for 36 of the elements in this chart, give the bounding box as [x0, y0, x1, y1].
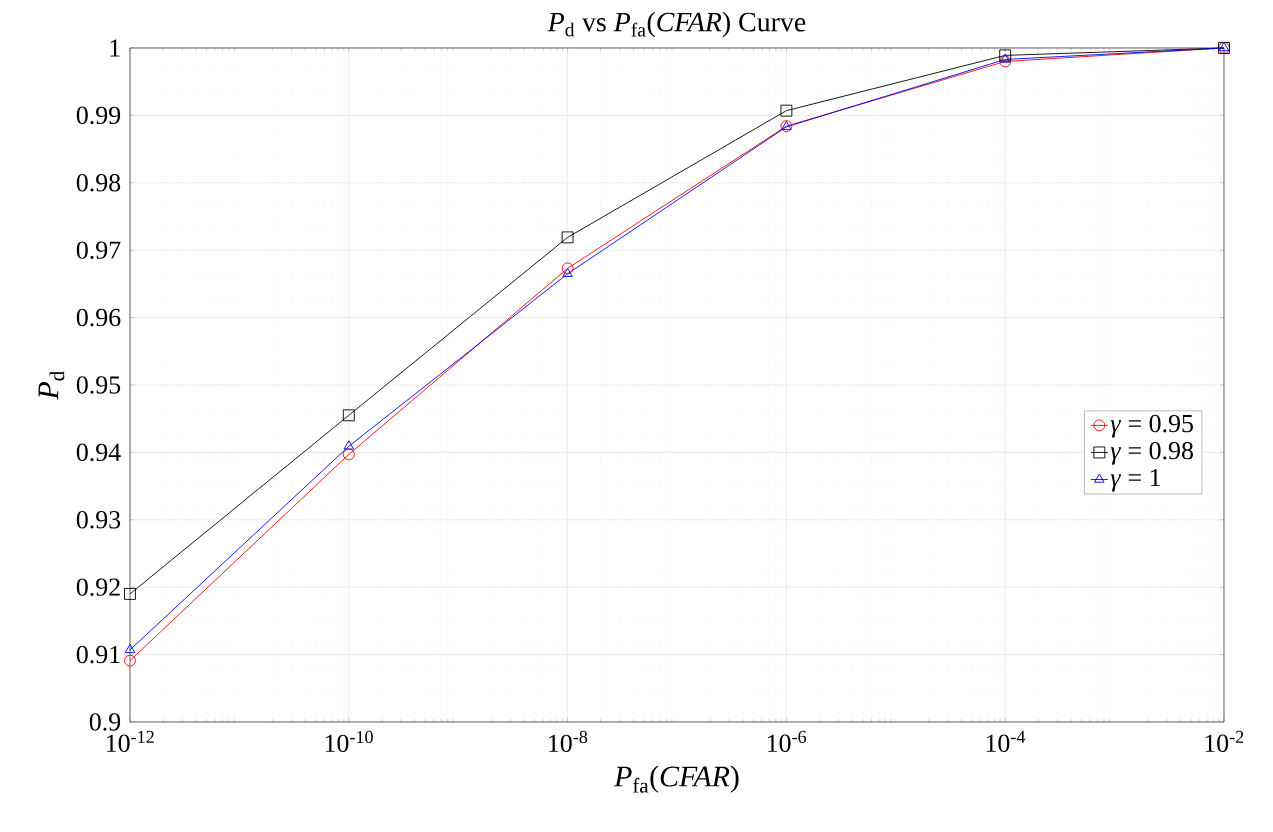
- y-tick-label: 0.99: [76, 106, 121, 125]
- legend-label: γ = 0.95: [1110, 414, 1193, 438]
- y-tick-label: 0.93: [76, 510, 121, 529]
- legend-label: γ = 0.98: [1110, 441, 1193, 465]
- x-tick-label: 10$^{-8}$: [549, 730, 588, 753]
- point: [124, 588, 136, 600]
- x-tick-label: 10$^{-10}$: [325, 730, 373, 753]
- y-tick-label: 0.96: [76, 308, 121, 327]
- y-tick-label: 1: [110, 39, 120, 57]
- x-tick-label: 10$^{-2}$: [1205, 730, 1244, 753]
- point: [124, 654, 136, 667]
- point: [999, 49, 1012, 62]
- x-axis-title: P$_{fa}$(CFAR): [613, 765, 739, 793]
- point: [561, 262, 574, 275]
- point: [342, 409, 355, 422]
- y-tick-label: 0.92: [76, 578, 120, 596]
- point: [1000, 53, 1011, 63]
- x-tick-label: 10$^{-12}$: [106, 730, 154, 753]
- x-tick-label: 10$^{-4}$: [986, 730, 1026, 752]
- chart-title: P$_{d}$ vs P$_{fa}$(CFAR) Curve: [547, 11, 806, 38]
- y-tick-label: 0.91: [76, 645, 120, 664]
- point: [343, 440, 354, 450]
- point: [342, 448, 355, 461]
- point: [999, 55, 1012, 68]
- y-tick-label: 0.98: [76, 173, 121, 192]
- point: [124, 643, 136, 654]
- point: [562, 267, 573, 277]
- y-tick-label: 0.9: [89, 713, 121, 731]
- y-tick-label: 0.94: [76, 443, 121, 462]
- y-tick-label: 0.97: [76, 241, 121, 259]
- point: [561, 231, 574, 244]
- x-tick-label: 10$^{-6}$: [767, 730, 807, 753]
- y-axis-title: P$_{d}$: [38, 371, 65, 400]
- point: [780, 104, 793, 117]
- legend-label: γ = 1: [1110, 468, 1160, 492]
- y-tick-label: 0.95: [76, 376, 121, 394]
